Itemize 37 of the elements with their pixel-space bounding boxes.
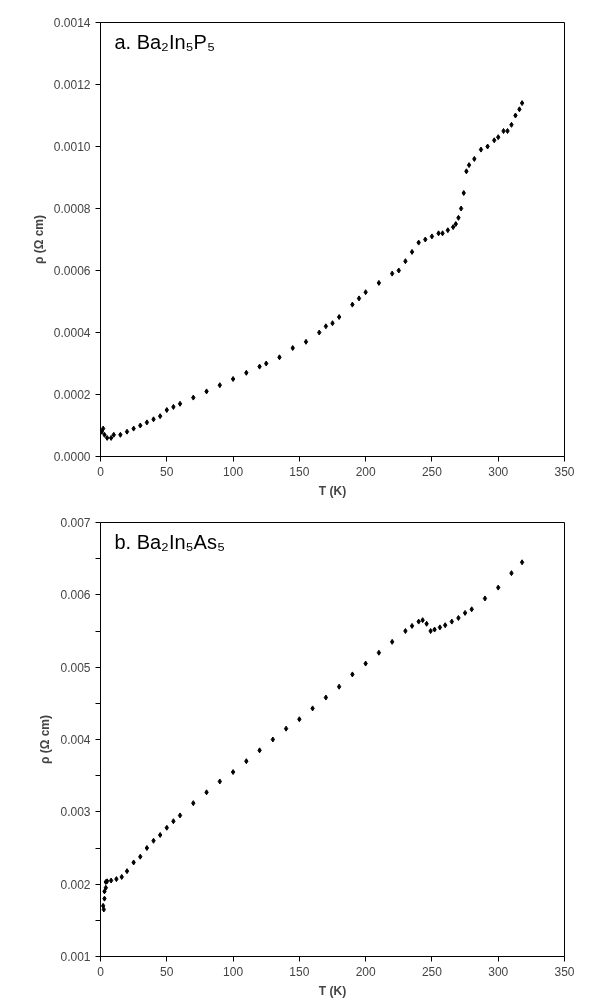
x-tick-label: 150 xyxy=(289,464,310,479)
y-tick-label: 0.0002 xyxy=(53,388,91,402)
x-tick-label: 100 xyxy=(223,964,244,979)
x-tick-label: 300 xyxy=(488,964,509,979)
y-tick-label: 0.004 xyxy=(60,733,91,747)
x-tick-label: 100 xyxy=(223,464,244,479)
y-axis-title: ρ (Ω cm) xyxy=(38,714,53,765)
y-tick-label: 0.0006 xyxy=(53,264,91,278)
x-tick-label: 250 xyxy=(421,964,443,979)
y-tick-label: 0.0008 xyxy=(53,202,91,216)
y-tick-label: 0.0012 xyxy=(53,78,91,92)
x-tick-label: 300 xyxy=(488,464,509,479)
x-tick-label: 200 xyxy=(355,464,376,479)
x-tick-label: 0 xyxy=(97,964,105,979)
x-tick-label: 200 xyxy=(355,964,376,979)
y-tick-label: 0.001 xyxy=(60,950,91,964)
x-axis-title: T (K) xyxy=(318,983,347,998)
x-tick-label: 50 xyxy=(160,464,174,479)
y-tick-label: 0.0004 xyxy=(53,326,91,340)
y-tick-label: 0.0014 xyxy=(53,16,91,30)
x-axis-title: T (K) xyxy=(318,483,347,498)
x-tick-label: 50 xyxy=(160,964,174,979)
x-tick-label: 250 xyxy=(421,464,443,479)
x-tick-label: 350 xyxy=(554,464,575,479)
x-tick-label: 150 xyxy=(289,964,310,979)
y-tick-label: 0.0000 xyxy=(53,450,91,464)
y-tick-label: 0.006 xyxy=(60,588,91,603)
y-axis-title: ρ (Ω cm) xyxy=(31,214,46,265)
y-tick-label: 0.002 xyxy=(60,877,91,892)
y-tick-label: 0.0010 xyxy=(53,140,91,154)
x-tick-label: 0 xyxy=(97,464,105,479)
y-tick-label: 0.005 xyxy=(60,660,91,675)
chart-title: b. Ba₂In₅As₅ xyxy=(114,531,226,554)
y-tick-label: 0.007 xyxy=(60,516,91,530)
y-tick-label: 0.003 xyxy=(60,805,91,820)
chart-title: a. Ba₂In₅P₅ xyxy=(114,31,216,54)
x-tick-label: 350 xyxy=(554,964,575,979)
